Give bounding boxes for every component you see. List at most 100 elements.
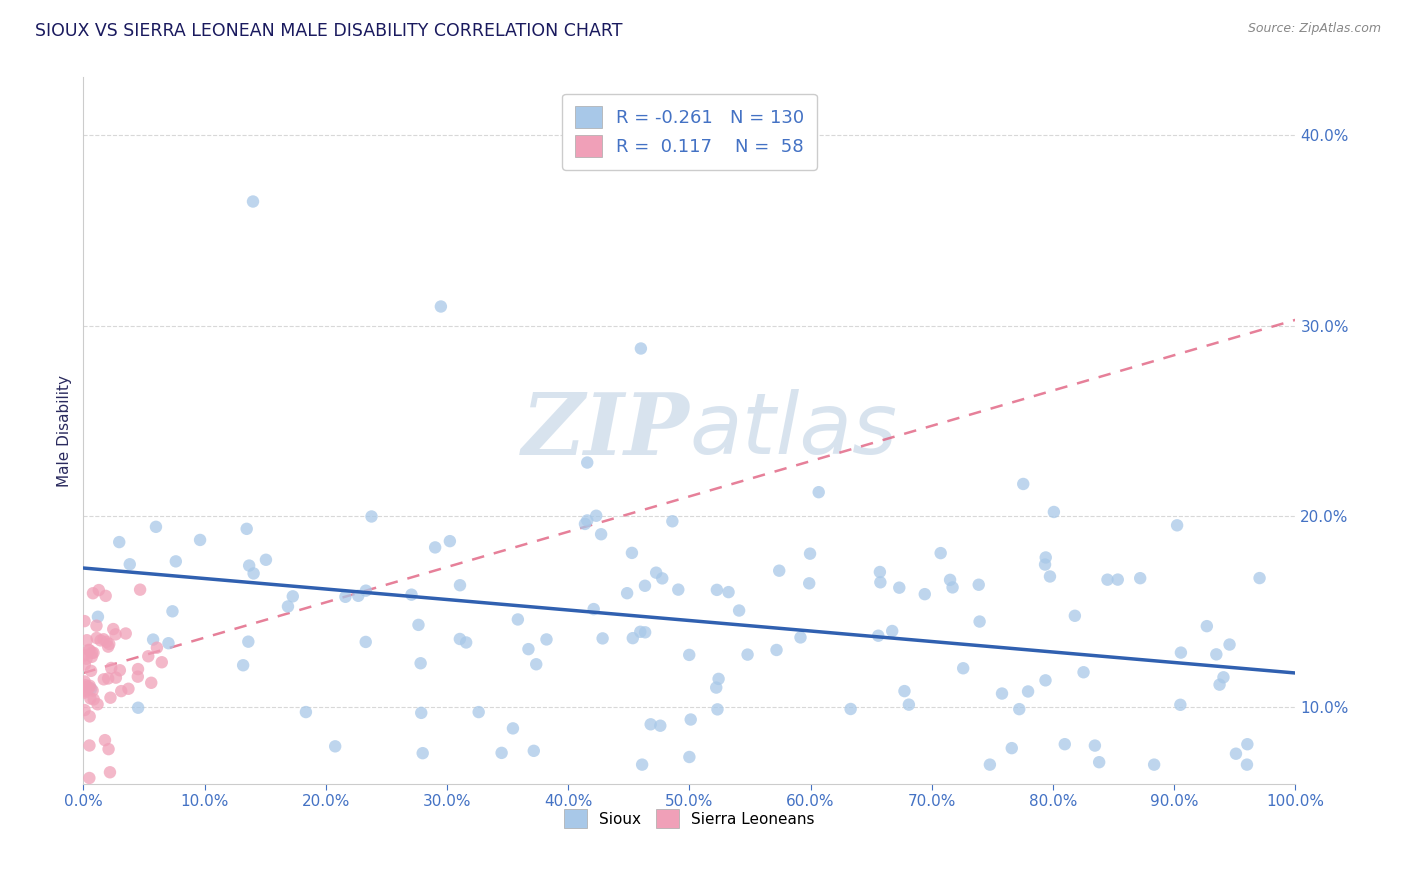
Point: [79, 691, 101, 706]
Point: [79, 679, 101, 693]
Point: [1219, 638, 1241, 652]
Point: [536, 632, 558, 647]
Point: [146, 640, 169, 655]
Point: [87, 583, 110, 598]
Point: [582, 602, 605, 616]
Point: [1170, 698, 1192, 712]
Point: [1236, 737, 1258, 751]
Point: [1205, 648, 1227, 662]
Point: [517, 642, 540, 657]
Point: [1035, 673, 1057, 688]
Point: [90, 633, 112, 648]
Legend: Sioux, Sierra Leoneans: Sioux, Sierra Leoneans: [558, 803, 821, 834]
Point: [242, 194, 264, 209]
Point: [645, 566, 668, 580]
Point: [1008, 702, 1031, 716]
Point: [839, 702, 862, 716]
Point: [103, 622, 125, 636]
Point: [82, 586, 104, 600]
Point: [76, 652, 98, 666]
Point: [323, 739, 346, 754]
Point: [506, 612, 529, 626]
Point: [83, 692, 105, 706]
Point: [1043, 505, 1066, 519]
Point: [704, 681, 727, 695]
Point: [242, 566, 264, 581]
Point: [882, 624, 904, 638]
Point: [79, 681, 101, 695]
Point: [893, 684, 915, 698]
Point: [1088, 755, 1111, 769]
Point: [238, 558, 260, 573]
Point: [150, 655, 173, 669]
Point: [491, 746, 513, 760]
Point: [96, 634, 118, 648]
Point: [117, 681, 139, 696]
Point: [79, 771, 101, 785]
Point: [235, 522, 257, 536]
Point: [100, 690, 122, 705]
Point: [666, 582, 689, 597]
Point: [142, 632, 165, 647]
Point: [409, 657, 432, 671]
Point: [127, 700, 149, 714]
Point: [281, 590, 304, 604]
Point: [467, 705, 489, 719]
Point: [706, 702, 728, 716]
Point: [1225, 747, 1247, 761]
Point: [1236, 757, 1258, 772]
Text: ZIP: ZIP: [522, 389, 689, 473]
Point: [679, 713, 702, 727]
Point: [952, 661, 974, 675]
Point: [1212, 670, 1234, 684]
Point: [706, 582, 728, 597]
Point: [80, 681, 103, 696]
Point: [93, 632, 115, 647]
Point: [157, 636, 180, 650]
Point: [104, 671, 127, 685]
Point: [576, 513, 599, 527]
Point: [87, 609, 110, 624]
Point: [628, 624, 651, 639]
Point: [354, 635, 377, 649]
Point: [73, 674, 96, 689]
Point: [86, 631, 108, 645]
Point: [73, 680, 96, 694]
Point: [807, 485, 830, 500]
Point: [80, 664, 103, 678]
Point: [80, 646, 103, 660]
Point: [108, 663, 131, 677]
Point: [97, 672, 120, 686]
Point: [145, 520, 167, 534]
Point: [1017, 684, 1039, 698]
Point: [1129, 571, 1152, 585]
Point: [929, 546, 952, 560]
Point: [86, 618, 108, 632]
Point: [868, 629, 890, 643]
Point: [630, 342, 652, 356]
Point: [591, 527, 613, 541]
Point: [1073, 665, 1095, 680]
Point: [502, 722, 524, 736]
Point: [728, 603, 751, 617]
Point: [73, 682, 96, 697]
Point: [100, 661, 122, 675]
Point: [79, 643, 101, 657]
Point: [412, 746, 434, 760]
Point: [136, 649, 159, 664]
Point: [141, 675, 163, 690]
Point: [991, 687, 1014, 701]
Point: [165, 554, 187, 568]
Point: [73, 614, 96, 628]
Point: [969, 615, 991, 629]
Point: [82, 646, 104, 660]
Point: [1208, 678, 1230, 692]
Point: [449, 632, 471, 646]
Point: [82, 683, 104, 698]
Point: [737, 648, 759, 662]
Point: [73, 703, 96, 717]
Point: [1001, 741, 1024, 756]
Point: [1143, 757, 1166, 772]
Point: [889, 581, 911, 595]
Point: [129, 582, 152, 597]
